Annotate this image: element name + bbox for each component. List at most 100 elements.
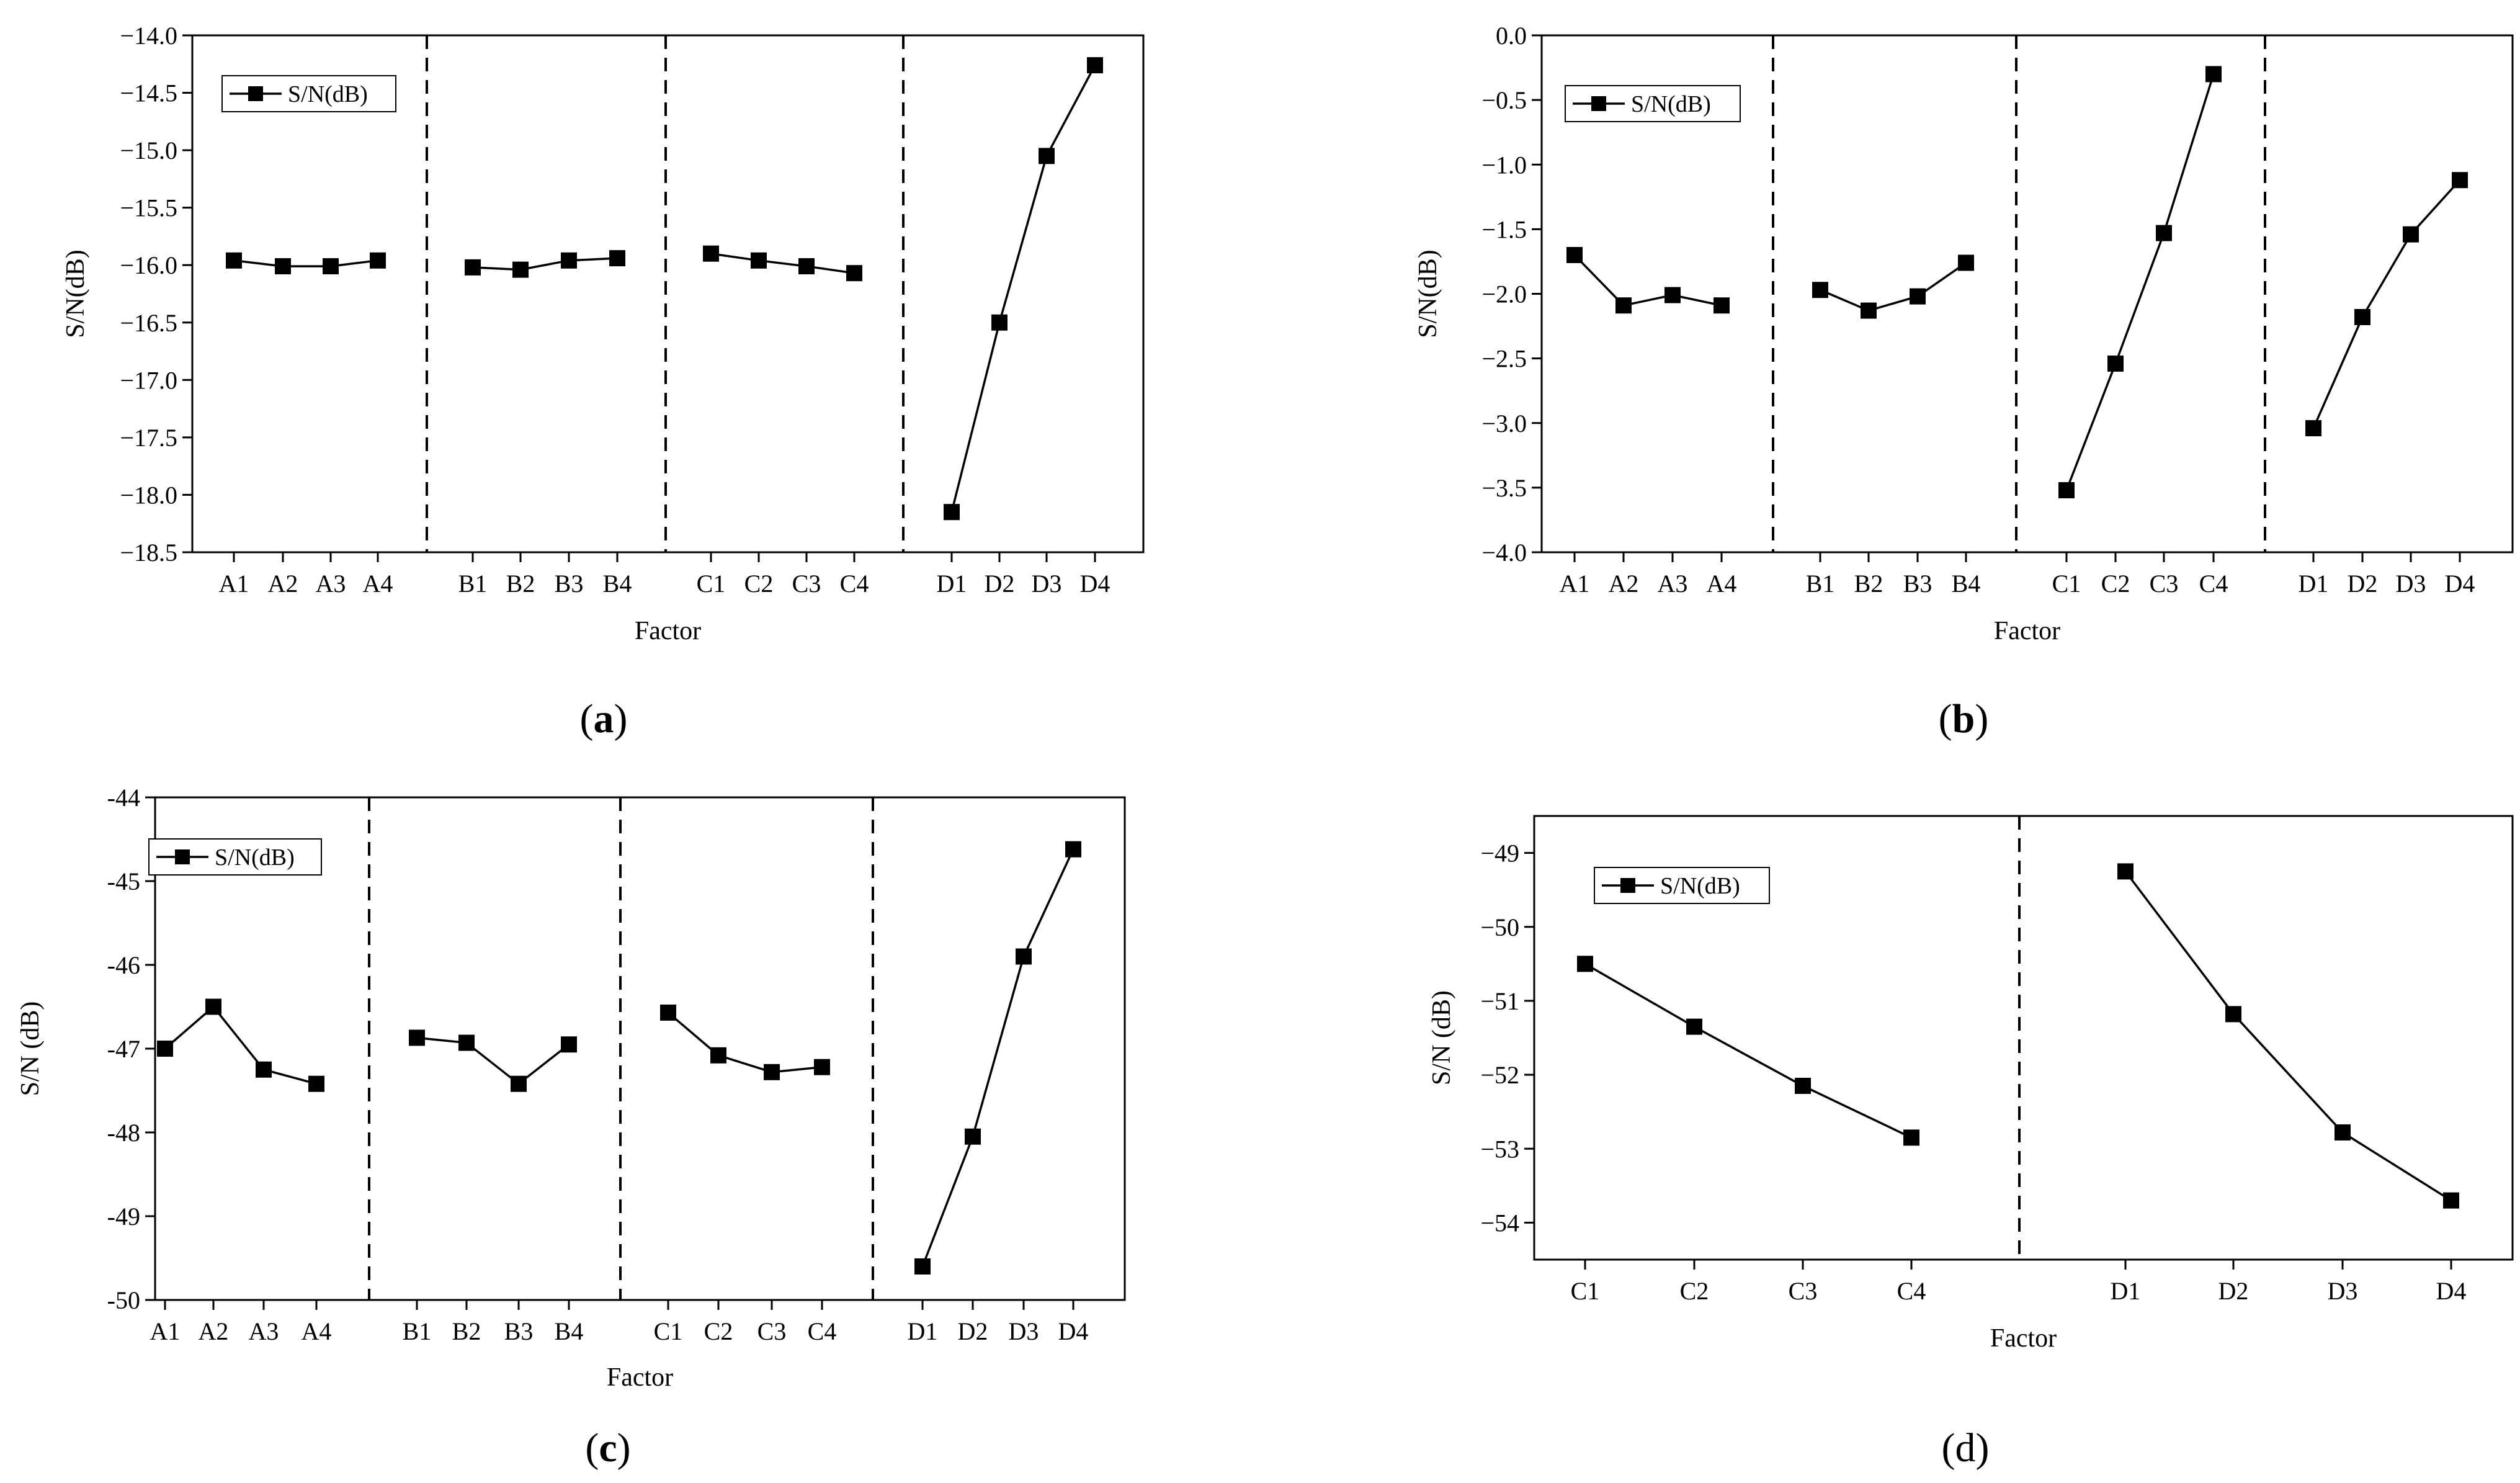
x-tick-label: C3 <box>2150 570 2179 598</box>
panel-label-close: ) <box>1975 696 1988 742</box>
x-tick-label: A2 <box>1609 570 1639 598</box>
plot-frame <box>191 34 1145 553</box>
panel-label-open: ( <box>1939 696 1952 742</box>
data-point <box>2403 226 2419 243</box>
data-point <box>2443 1192 2459 1209</box>
y-tick-label: -45 <box>107 867 140 895</box>
series-line <box>667 1011 823 1073</box>
series-line <box>2124 871 2452 1202</box>
data-point <box>1577 956 1593 972</box>
data-point <box>710 1047 726 1064</box>
panel-label-letter: b <box>1952 696 1975 742</box>
x-tick-label: C4 <box>808 1317 837 1345</box>
x-tick-label: B1 <box>1806 570 1835 598</box>
series-line <box>1584 962 1912 1139</box>
data-point <box>1686 1018 1702 1035</box>
data-point <box>2156 225 2172 241</box>
x-axis-label: Factor <box>635 617 701 645</box>
data-point <box>2354 308 2370 325</box>
data-point <box>458 1034 475 1051</box>
data-point <box>751 252 767 269</box>
data-point <box>157 1041 173 1057</box>
data-point <box>1958 254 1974 271</box>
data-point <box>1812 282 1828 298</box>
x-tick-label: A3 <box>249 1317 279 1345</box>
data-point <box>991 314 1008 331</box>
data-point <box>2225 1006 2241 1023</box>
x-tick-label: B4 <box>555 1317 584 1345</box>
panel-label: (a) <box>580 696 628 742</box>
data-point <box>1087 57 1103 74</box>
x-tick-label: C3 <box>1789 1277 1818 1305</box>
y-tick-label: −14.0 <box>120 22 177 50</box>
legend-label: S/N(dB) <box>288 81 368 107</box>
y-tick-label: −2.5 <box>1481 345 1527 373</box>
data-point <box>561 252 577 269</box>
y-axis-label: S/N (dB) <box>16 1001 45 1096</box>
panel-label: (d) <box>1942 1425 1990 1471</box>
y-tick-label: −49 <box>1480 840 1519 867</box>
x-tick-label: D2 <box>2348 570 2378 598</box>
x-tick-label: C3 <box>757 1317 787 1345</box>
data-point <box>1910 288 1926 305</box>
data-point <box>561 1036 577 1053</box>
data-point <box>1664 287 1681 303</box>
data-point <box>323 258 339 275</box>
x-tick-label: C1 <box>2052 570 2081 598</box>
y-tick-label: −18.0 <box>120 481 177 509</box>
data-point <box>1903 1129 1919 1146</box>
data-point <box>2117 863 2134 880</box>
x-tick-label: C1 <box>654 1317 683 1345</box>
data-point <box>1714 297 1730 314</box>
legend-marker-icon <box>248 86 263 101</box>
x-tick-label: A1 <box>1560 570 1590 598</box>
y-tick-label: −16.5 <box>120 309 177 337</box>
panel-label-open: ( <box>585 1425 599 1471</box>
x-tick-label: D1 <box>937 570 967 598</box>
x-tick-label: B2 <box>506 570 535 598</box>
y-tick-label: −15.0 <box>120 137 177 164</box>
x-tick-label: D3 <box>1009 1317 1039 1345</box>
data-point <box>1795 1077 1811 1094</box>
x-tick-label: B4 <box>603 570 632 598</box>
legend-box <box>1565 85 1741 122</box>
data-point <box>944 504 960 521</box>
x-tick-label: B2 <box>452 1317 481 1345</box>
y-axis-label: S/N (dB) <box>1428 990 1456 1085</box>
legend-marker-icon <box>1620 878 1635 893</box>
data-point <box>275 258 291 275</box>
x-tick-label: A4 <box>363 570 393 598</box>
data-point <box>1615 297 1632 314</box>
x-tick-label: C3 <box>792 570 821 598</box>
legend: S/N(dB) <box>148 838 322 876</box>
x-tick-label: C2 <box>704 1317 733 1345</box>
series-line <box>472 257 618 271</box>
x-tick-label: D4 <box>2436 1277 2467 1305</box>
x-tick-label: D1 <box>2111 1277 2141 1305</box>
y-tick-label: −2.0 <box>1481 280 1527 308</box>
data-point <box>846 265 862 282</box>
x-axis-label: Factor <box>1994 617 2060 645</box>
x-tick-label: A3 <box>1658 570 1688 598</box>
data-point <box>2335 1124 2351 1141</box>
y-tick-label: -44 <box>107 784 140 812</box>
y-tick-label: -50 <box>107 1286 140 1314</box>
legend-label: S/N(dB) <box>215 845 295 871</box>
x-tick-label: C2 <box>2101 570 2130 598</box>
panel-label-letter: d <box>1955 1425 1976 1471</box>
y-tick-label: −0.5 <box>1481 86 1527 114</box>
data-point <box>764 1064 780 1080</box>
series-line <box>950 65 1096 513</box>
y-tick-label: −17.5 <box>120 424 177 452</box>
x-tick-label: B3 <box>504 1317 534 1345</box>
data-point <box>1039 148 1055 164</box>
panel-label: (b) <box>1939 696 1989 742</box>
x-tick-label: D2 <box>985 570 1015 598</box>
x-tick-label: A4 <box>302 1317 332 1345</box>
panel-label-open: ( <box>580 696 594 742</box>
x-tick-label: C1 <box>697 570 726 598</box>
data-point <box>914 1258 931 1275</box>
x-tick-label: C4 <box>1897 1277 1926 1305</box>
legend: S/N(dB) <box>1565 85 1741 122</box>
panel-label: (c) <box>585 1425 630 1471</box>
